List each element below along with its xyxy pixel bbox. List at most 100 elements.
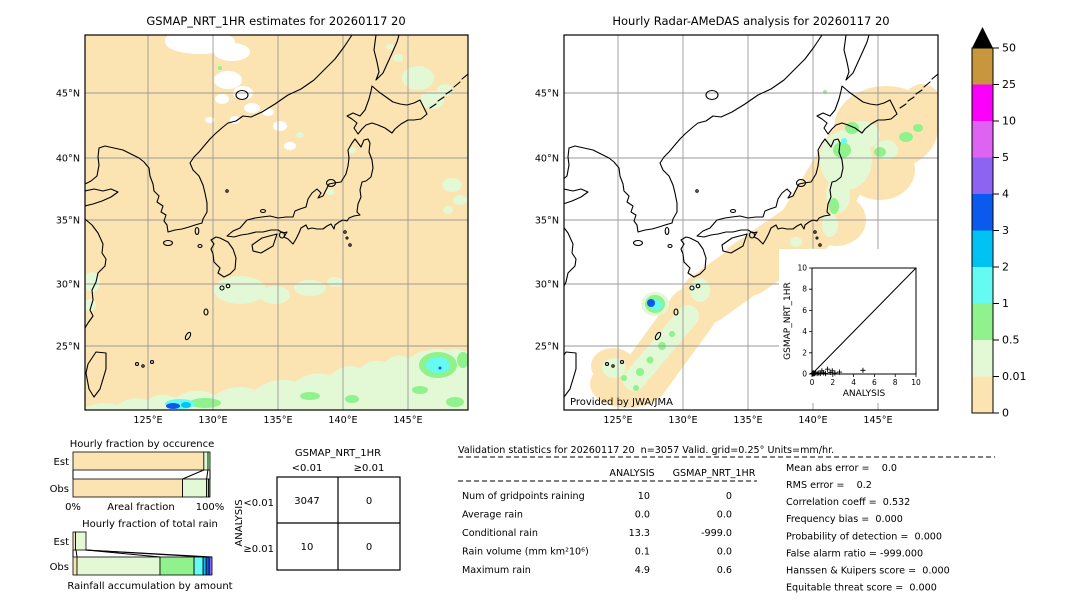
est-bar [72,451,211,471]
stat-analysis-value: 0.0 [635,510,650,521]
row-header: ≥0.01 [243,544,274,555]
tick-label: 4 [851,378,856,387]
colorbar-label: 5 [1002,151,1009,164]
colorbar-labels: 50 25 10 5 4 3 2 1 0.5 0.01 0 [1002,42,1027,420]
radar-rain-patches [602,90,923,391]
tick-label: 140°E [798,415,827,426]
obs-bar [72,478,211,498]
inset-x-tick-labels: 0 2 4 6 8 10 [810,378,921,387]
stat-gsmap-value: -999.0 [701,528,732,539]
tick-label: 6 [802,306,807,315]
total-rain-funnel-chart: Hourly fraction of total rain Est Obs Ra… [50,519,233,592]
side-label: ANALYSIS [234,499,245,546]
chart-title: Hourly fraction by occurence [70,439,214,450]
right-map-gridlines [564,35,938,410]
cell-value: 3047 [294,496,319,507]
col-header: ≥0.01 [354,463,385,474]
score-line: RMS error = 0.2 [786,480,872,491]
col-header: <0.01 [292,463,323,474]
stats-col1-header: ANALYSIS [609,468,654,479]
stat-analysis-value: 0.1 [635,547,650,558]
tick-label: 135°E [263,415,292,426]
row-label-est: Est [54,457,70,468]
stats-header: Validation statistics for 20260117 20 n=… [458,445,834,456]
obs-bar [72,556,213,576]
tick-label: 2 [802,348,807,357]
left-map-x-ticks: 125°E 130°E 135°E 140°E 145°E [133,415,422,426]
tick-label: 130°E [668,415,697,426]
tick-label: 0 [810,378,815,387]
stats-table: Num of gridpoints raining 10 0 Average r… [462,491,732,576]
score-line: Correlation coeff = 0.532 [786,497,910,508]
inset-ticks [809,267,917,377]
colorbar-segments [972,48,993,414]
stat-analysis-value: 10 [638,491,650,502]
funnel-connectors [72,549,213,558]
colorbar-tickmarks [993,47,999,414]
right-map-y-ticks: 45°N 40°N 35°N 30°N 25°N [535,89,559,353]
score-line: False alarm ratio = -999.000 [786,549,923,560]
colorbar-label: 2 [1002,261,1009,274]
tick-label: 40°N [56,154,80,165]
stat-label: Rain volume (mm km²10⁶) [462,547,589,558]
tick-label: 0 [802,370,807,379]
inset-x-label: ANALYSIS [843,389,886,399]
stat-gsmap-value: 0.0 [717,510,732,521]
tick-label: 130°E [198,415,227,426]
colorbar-overflow-triangle [972,27,993,48]
tick-label: 25°N [56,342,80,353]
stats-col2-header: GSMAP_NRT_1HR [673,468,756,479]
table-title: GSMAP_NRT_1HR [295,448,381,459]
stat-gsmap-value: 0.6 [717,565,732,576]
tick-label: 25°N [535,342,559,353]
colorbar-label: 4 [1002,188,1009,201]
contingency-table: GSMAP_NRT_1HR <0.01 ≥0.01 ANALYSIS <0.01… [234,448,401,571]
inset-y-label: GSMAP_NRT_1HR [783,282,793,360]
tick-label: 145°E [863,415,892,426]
radar-map-panel: Hourly Radar-AMeDAS analysis for 2026011… [535,14,939,426]
tick-label: 30°N [56,280,80,291]
colorbar-label: 1 [1002,297,1009,310]
stat-analysis-value: 4.9 [635,565,650,576]
stat-label: Maximum rain [462,565,531,576]
tick-label: 8 [893,378,898,387]
occurrence-funnel-chart: Hourly fraction by occurence Est Obs 0% … [50,439,225,513]
stat-label: Num of gridpoints raining [462,491,585,502]
tick-label: 45°N [56,89,80,100]
colorbar-label: 10 [1002,115,1016,128]
colorbar-label: 25 [1002,78,1016,91]
colorbar: 50 25 10 5 4 3 2 1 0.5 0.01 0 [971,27,1027,420]
score-line: Frequency bias = 0.000 [786,514,903,525]
cell-value: 10 [301,542,314,553]
row-label-obs: Obs [50,562,69,573]
chart-title: Hourly fraction of total rain [82,519,218,530]
colorbar-label: 0 [1002,407,1009,420]
row-header: <0.01 [243,498,274,509]
colorbar-label: 3 [1002,224,1009,237]
colorbar-label: 50 [1002,42,1016,55]
stat-gsmap-value: 0.0 [717,547,732,558]
stat-gsmap-value: 0 [726,491,732,502]
tick-label: 10 [797,264,807,273]
tick-label: 140°E [328,415,357,426]
tick-label: 145°E [393,415,422,426]
tick-label: 6 [872,378,877,387]
left-map-y-ticks: 45°N 40°N 35°N 30°N 25°N [56,89,80,353]
tick-label: 8 [802,285,807,294]
inset-y-tick-labels: 0 2 4 6 8 10 [797,264,807,379]
right-map-x-ticks: 125°E 130°E 135°E 140°E 145°E [603,415,892,426]
tick-label: 35°N [56,216,80,227]
est-bar [72,531,87,551]
score-line: Equitable threat score = 0.000 [786,583,937,594]
stat-label: Average rain [462,510,523,521]
score-line: Hanssen & Kuipers score = 0.000 [786,566,950,577]
axis-title: Rainfall accumulation by amount [67,581,232,592]
cell-value: 0 [366,542,372,553]
stat-label: Conditional rain [462,528,538,539]
row-label-obs: Obs [50,484,69,495]
missing-data-patches [165,35,296,150]
left-map-gridlines [85,35,468,410]
tick-label: 10 [911,378,921,387]
tick-label: 4 [802,327,807,336]
credit-text: Provided by JWA/JMA [570,397,673,408]
